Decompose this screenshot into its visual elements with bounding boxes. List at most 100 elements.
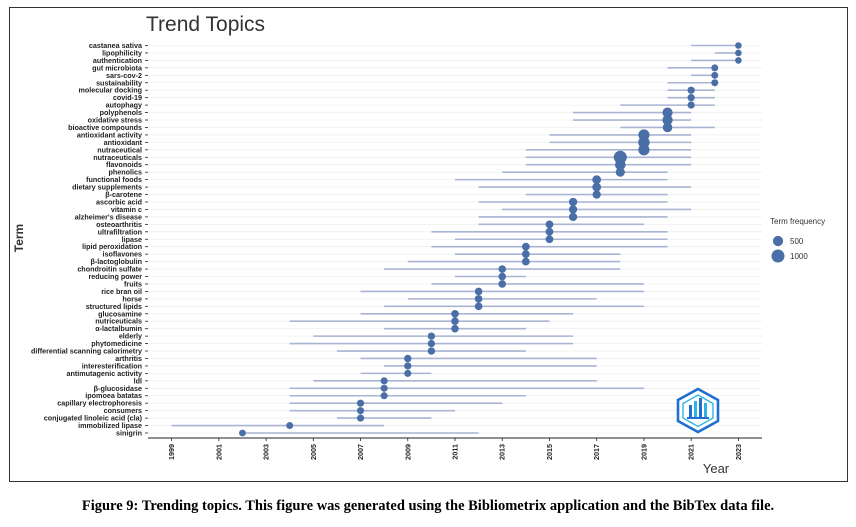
term-point: [687, 94, 695, 102]
term-label: dietary supplements: [72, 183, 142, 192]
term-point: [474, 295, 483, 303]
term-point: [711, 71, 719, 79]
term-point: [613, 150, 627, 164]
term-label: structured lipids: [86, 302, 142, 311]
term-point: [498, 265, 507, 273]
term-label: immobilized lipase: [78, 421, 142, 430]
x-tick-label: 2013: [498, 444, 507, 460]
term-label: arthritis: [115, 354, 142, 363]
term-point: [498, 280, 507, 288]
term-label: sustainability: [96, 78, 142, 87]
term-point: [711, 79, 719, 87]
term-label: lipid peroxidation: [82, 242, 142, 251]
x-axis: 1999 2001 2003 2005 2007 2009 2011 2013 2015 2017…: [145, 45, 762, 460]
legend-label: 500: [790, 237, 804, 246]
term-point: [521, 242, 530, 251]
term-label: ultrafiltration: [98, 227, 142, 236]
x-tick-label: 2017: [592, 444, 601, 460]
term-point: [451, 309, 459, 318]
term-label: castanea sativa: [89, 41, 143, 50]
term-point: [711, 64, 719, 72]
x-tick-label: 2003: [262, 444, 271, 460]
term-label: phytomedicine: [91, 339, 142, 348]
term-point: [521, 250, 530, 259]
term-point: [545, 220, 554, 229]
term-point: [404, 369, 412, 377]
term-label: vitamin c: [111, 205, 142, 214]
term-point: [404, 362, 412, 370]
term-point: [380, 392, 388, 400]
term-label: nutriceuticals: [95, 317, 142, 326]
term-point: [662, 107, 673, 118]
term-point: [545, 227, 554, 236]
x-tick-label: 2015: [545, 444, 554, 460]
term-label: β-carotene: [105, 190, 142, 199]
term-point: [498, 272, 507, 281]
legend-key: [771, 249, 785, 263]
chart-title: Trend Topics: [146, 13, 265, 36]
term-point: [239, 429, 246, 437]
term-label: capillary electrophoresis: [57, 399, 142, 408]
x-tick-label: 2001: [214, 444, 223, 460]
term-label: antioxidant activity: [77, 130, 142, 139]
term-label: lipase: [122, 235, 142, 244]
term-point: [286, 422, 294, 430]
segment-layer: [171, 44, 739, 434]
term-label: antioxidant: [104, 138, 143, 147]
term-point: [615, 159, 626, 171]
term-label: functional foods: [86, 175, 142, 184]
term-label: glucosamine: [98, 309, 142, 318]
term-label: ldl: [134, 376, 142, 385]
term-point: [427, 332, 436, 340]
term-point: [404, 354, 412, 363]
term-point: [687, 101, 695, 109]
term-point: [427, 339, 436, 348]
term-label: nutraceutical: [97, 145, 142, 154]
term-label: oxidative stress: [88, 116, 142, 125]
term-label: bioactive compounds: [68, 123, 142, 132]
term-point: [356, 414, 365, 422]
term-point: [356, 399, 365, 407]
term-point: [380, 384, 388, 392]
figure-caption: Figure 9: Trending topics. This figure w…: [81, 498, 775, 514]
term-label: lipophilicity: [102, 48, 142, 57]
term-label: covid-19: [113, 93, 142, 102]
term-label: phenolics: [108, 168, 142, 177]
x-tick-label: 2009: [403, 444, 412, 460]
term-label: nutraceuticals: [93, 153, 142, 162]
term-point: [568, 212, 578, 222]
term-point: [427, 347, 436, 355]
x-tick-label: 2007: [356, 444, 365, 460]
term-point: [451, 324, 459, 333]
term-point: [687, 86, 695, 94]
term-label: horse: [122, 294, 142, 303]
term-point: [568, 197, 578, 207]
term-label: reducing power: [88, 272, 142, 281]
term-point: [662, 114, 673, 126]
term-point: [356, 407, 365, 415]
legend-key: [772, 235, 784, 247]
x-tick-label: 2023: [734, 444, 743, 460]
term-label: β-glucosidase: [94, 384, 142, 393]
term-labels: castanea sativalipophilicityauthenticati…: [31, 41, 143, 438]
legend: Term frequency 500 1000: [770, 217, 825, 263]
term-point: [735, 49, 742, 57]
term-label: α-lactalbumin: [95, 324, 142, 333]
x-tick-label: 2021: [687, 444, 696, 460]
term-label: antimutagenic activity: [67, 369, 143, 378]
term-point: [474, 287, 483, 296]
term-point: [451, 317, 459, 326]
term-label: authentication: [93, 56, 142, 65]
term-label: alzheimer's disease: [75, 212, 142, 221]
term-point: [735, 57, 742, 64]
term-label: fruits: [124, 279, 142, 288]
term-point: [735, 42, 742, 49]
legend-title: Term frequency: [770, 217, 825, 226]
term-label: osteoarthritis: [96, 220, 142, 229]
term-label: ascorbic acid: [96, 197, 142, 206]
term-point: [615, 167, 625, 177]
term-label: autophagy: [106, 101, 142, 110]
x-axis-title: Year: [703, 461, 730, 476]
term-label: sinigrin: [116, 429, 142, 438]
term-label: polyphenols: [100, 108, 142, 117]
